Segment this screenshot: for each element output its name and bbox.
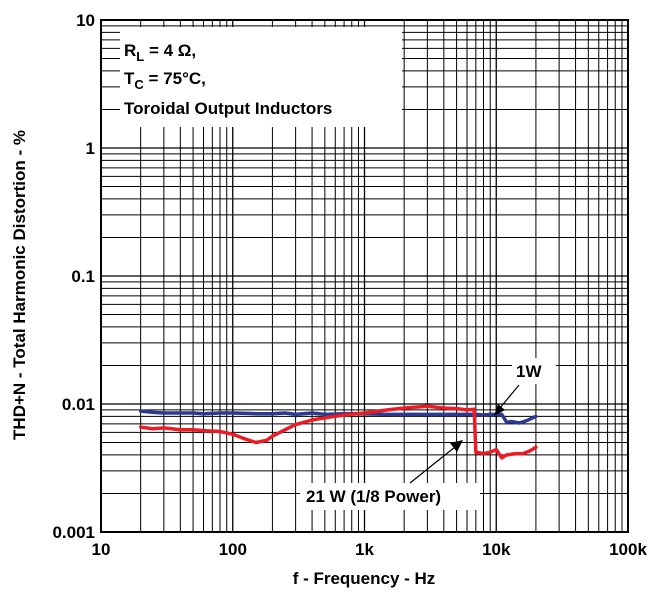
x-tick-label: 10k (482, 540, 511, 559)
annotation-21w-background (300, 483, 480, 510)
series-line-1w (138, 409, 538, 425)
annotation-1w-label: 1W (516, 362, 542, 381)
condition-rl: RL = 4 Ω, (124, 41, 196, 64)
annotation-1w: 1W (494, 358, 556, 416)
series-line-21w (138, 404, 538, 460)
y-tick-label: 0.1 (71, 267, 95, 286)
tick-labels: 10 100 1k 10k 100k 10 1 0.1 0.01 0.001 (52, 11, 647, 559)
plot-frame (100, 19, 629, 533)
y-tick-label: 1 (86, 139, 95, 158)
conditions-box: RL = 4 Ω, TC = 75°C, Toroidal Output Ind… (120, 27, 402, 127)
plot-border (100, 19, 629, 533)
condition-inductors: Toroidal Output Inductors (124, 99, 332, 118)
y-axis-label: THD+N - Total Harmonic Distortion - % (10, 130, 29, 440)
annotation-21w-leader (409, 446, 456, 484)
condition-tc: TC = 75°C, (124, 69, 206, 92)
annotation-1w-leader (499, 384, 520, 409)
annotation-1w-arrowhead (494, 404, 505, 416)
x-tick-label: 1k (355, 540, 374, 559)
y-tick-label: 10 (76, 11, 95, 30)
x-axis-label: f - Frequency - Hz (293, 569, 436, 588)
annotation-21w-arrowhead (450, 440, 463, 452)
x-tick-label: 100k (609, 540, 647, 559)
series-group (138, 404, 538, 460)
y-tick-label: 0.001 (52, 523, 95, 542)
x-tick-label: 10 (92, 540, 111, 559)
annotation-21w-label: 21 W (1/8 Power) (306, 487, 441, 506)
annotation-1w-background (512, 358, 556, 384)
conditions-background (120, 27, 402, 127)
y-tick-label: 0.01 (62, 395, 95, 414)
x-tick-label: 100 (219, 540, 247, 559)
annotation-21w: 21 W (1/8 Power) (300, 440, 480, 510)
